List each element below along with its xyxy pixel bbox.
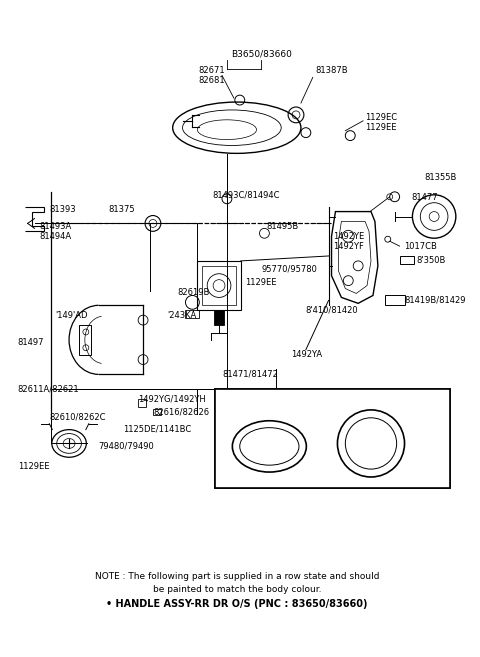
Text: 82610/8262C: 82610/8262C	[49, 413, 106, 421]
Text: 1492YG/1492YH: 1492YG/1492YH	[138, 395, 206, 403]
Text: 81355B: 81355B	[424, 173, 457, 181]
Text: 82626: 82626	[408, 431, 434, 440]
Text: 1129EE: 1129EE	[365, 124, 396, 132]
Text: 82616/82626: 82616/82626	[153, 407, 209, 417]
Text: 81497: 81497	[18, 338, 44, 348]
Text: 1492YG: 1492YG	[408, 443, 440, 452]
Text: 81387B: 81387B	[316, 66, 348, 75]
Text: 1492YE: 1492YE	[334, 232, 365, 240]
Text: 82516: 82516	[408, 419, 434, 428]
Text: NOTE : The following part is supplied in a row state and should: NOTE : The following part is supplied in…	[95, 572, 379, 581]
Text: 8'410/81420: 8'410/81420	[306, 306, 359, 315]
Text: 81495B: 81495B	[266, 222, 299, 231]
Text: • HANDLE ASSY-RR DR O/S (PNC : 83650/83660): • HANDLE ASSY-RR DR O/S (PNC : 83650/836…	[106, 599, 368, 609]
Text: be painted to match the body colour.: be painted to match the body colour.	[153, 585, 321, 594]
Bar	[215, 389, 450, 488]
Text: 81477: 81477	[411, 193, 438, 202]
Text: 82671: 82671	[199, 66, 226, 75]
Text: 82619B: 82619B	[178, 288, 210, 297]
Text: 8'350B: 8'350B	[416, 256, 446, 265]
Text: 81494A: 81494A	[39, 232, 72, 240]
Text: 79480/79490: 79480/79490	[99, 442, 155, 451]
Bar	[385, 296, 405, 306]
Bar	[153, 409, 161, 415]
Text: 81493A: 81493A	[39, 222, 72, 231]
Text: 81393: 81393	[49, 205, 76, 214]
Text: 95770/95780: 95770/95780	[262, 264, 317, 273]
Text: 1492YA: 1492YA	[291, 350, 322, 359]
Text: 1492YF: 1492YF	[334, 242, 364, 250]
Text: 1129EC: 1129EC	[365, 114, 397, 122]
Text: 81375: 81375	[108, 205, 135, 214]
Text: 1125DE/1141BC: 1125DE/1141BC	[123, 424, 192, 433]
Text: 1129EE: 1129EE	[245, 278, 276, 287]
Text: 82611A/82621: 82611A/82621	[18, 385, 79, 394]
Bar	[185, 310, 199, 318]
Text: 1017CB: 1017CB	[405, 242, 437, 250]
Bar	[214, 310, 224, 325]
Text: P: P	[366, 437, 375, 450]
Bar	[138, 399, 146, 407]
Text: '149'AD: '149'AD	[55, 311, 88, 320]
Text: 1492YH: 1492YH	[408, 455, 440, 464]
Bar	[202, 266, 236, 306]
Text: 1129EE: 1129EE	[18, 462, 49, 470]
Text: GLS,GL(LOCKING-CENTRAL): GLS,GL(LOCKING-CENTRAL)	[265, 396, 400, 406]
Text: 82681: 82681	[199, 76, 226, 85]
Text: 82611A/82621: 82611A/82621	[239, 480, 300, 489]
Bar	[215, 389, 450, 488]
Bar	[79, 325, 91, 355]
Bar	[400, 256, 414, 264]
Text: 826'0/82620: 826'0/82620	[345, 480, 397, 489]
Text: 81471/81472: 81471/81472	[222, 370, 278, 379]
Bar	[197, 261, 241, 310]
Text: 81419B/81429: 81419B/81429	[405, 296, 466, 305]
Text: '243KA: '243KA	[168, 311, 197, 320]
Text: B3650/83660: B3650/83660	[231, 49, 292, 58]
Text: 81493C/81494C: 81493C/81494C	[212, 191, 280, 199]
